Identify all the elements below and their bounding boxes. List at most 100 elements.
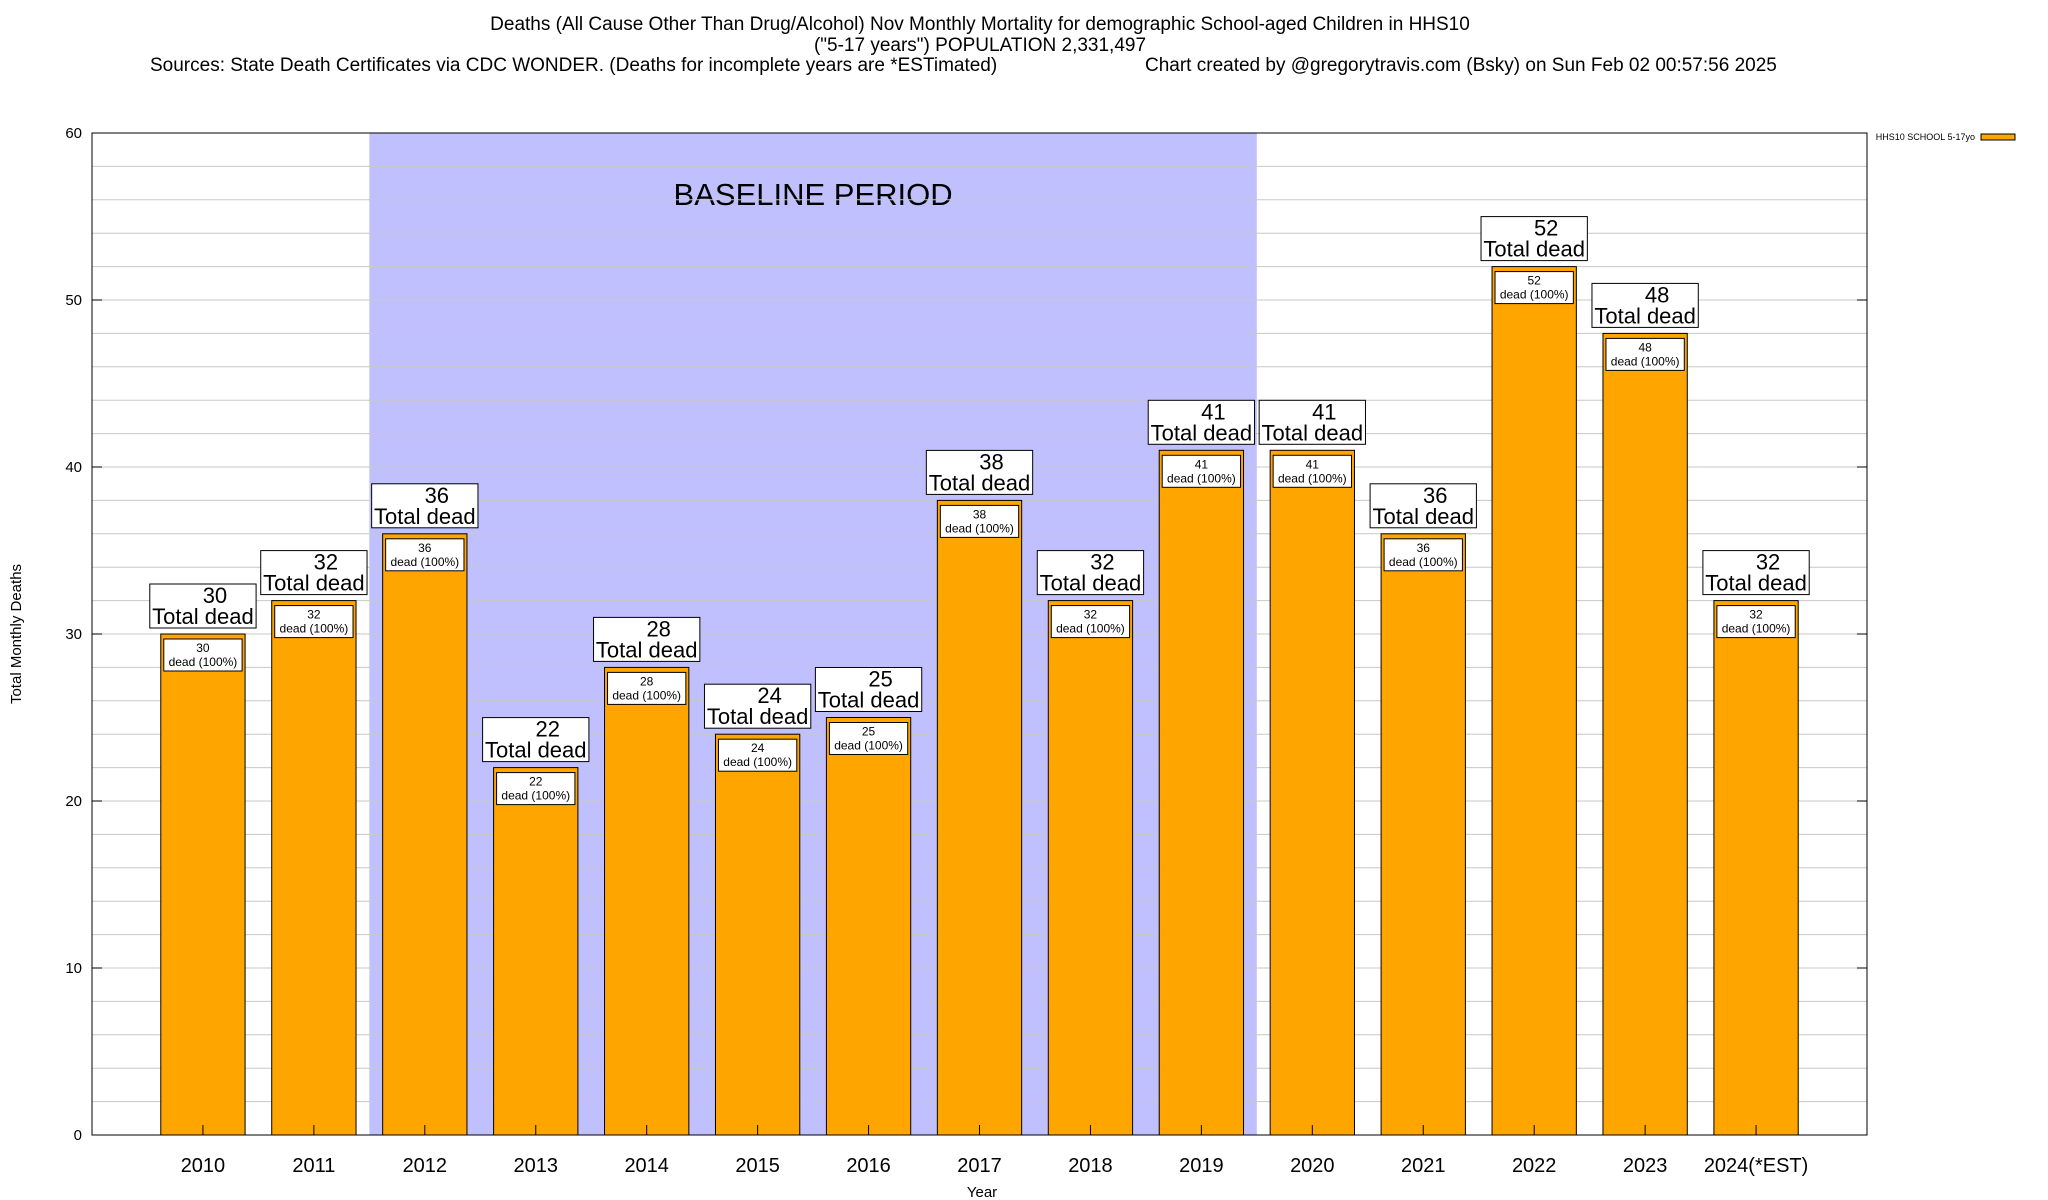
bar-total-label: Total dead (1262, 420, 1364, 445)
bar-inner-value: 30 (196, 641, 210, 655)
x-tick-label: 2018 (1068, 1155, 1113, 1177)
inner-label-box (828, 722, 909, 755)
x-tick-label: 2010 (181, 1155, 226, 1177)
inner-label-box (1272, 454, 1352, 488)
bar-total-value: 36 (425, 483, 449, 508)
inner-label-box (1605, 337, 1685, 371)
inner-label-box (607, 671, 687, 705)
bar-inner-label: dead (100%) (1278, 471, 1347, 485)
bar-total-label: Total dead (1040, 571, 1142, 596)
bar-inner-value: 36 (418, 541, 432, 555)
top-label-box (371, 483, 479, 529)
bar-total-label: Total dead (1483, 237, 1585, 262)
bar-total-label: Total dead (818, 688, 920, 713)
inner-label-box (1494, 271, 1574, 305)
top-label-box (1369, 483, 1477, 529)
bar-inner-value: 48 (1638, 340, 1652, 354)
bar-total-value: 32 (1756, 550, 1780, 575)
bar (1491, 266, 1577, 1136)
bar-total-value: 41 (1312, 399, 1336, 424)
bar-total-label: Total dead (596, 637, 698, 662)
bar (1380, 533, 1466, 1136)
top-label-box (260, 550, 368, 596)
y-tick-label: 0 (74, 1127, 82, 1144)
bar (1269, 449, 1355, 1136)
bar-inner-value: 32 (1084, 608, 1098, 622)
bar-total-label: Total dead (152, 604, 254, 629)
bar-total-value: 32 (314, 550, 338, 575)
y-tick-label: 30 (65, 626, 82, 643)
y-tick-label: 50 (65, 292, 82, 309)
top-label-box (593, 616, 701, 662)
bar (493, 767, 579, 1136)
bar-total-label: Total dead (1372, 504, 1474, 529)
bar-inner-label: dead (100%) (723, 755, 792, 769)
y-tick-label: 40 (65, 459, 82, 476)
y-tick-label: 10 (65, 960, 82, 977)
x-tick-label: 2019 (1179, 1155, 1224, 1177)
legend-swatch (1980, 133, 2016, 141)
x-tick-label: 2022 (1512, 1155, 1557, 1177)
inner-label-box (385, 538, 465, 572)
bar (1713, 600, 1799, 1136)
inner-label-box (163, 638, 243, 672)
bar-total-label: Total dead (374, 504, 476, 529)
legend-entry-label: HHS10 SCHOOL 5-17yo (1876, 132, 1975, 142)
bar (825, 717, 912, 1136)
bar (936, 499, 1023, 1136)
x-tick-label: 2017 (957, 1155, 1002, 1177)
bar-inner-value: 41 (1306, 457, 1320, 471)
inner-label-box (939, 504, 1020, 538)
inner-label-box (1050, 605, 1131, 639)
top-label-box (1480, 216, 1588, 262)
top-label-box (1036, 550, 1145, 596)
bar-inner-value: 52 (1528, 274, 1542, 288)
bar-inner-label: dead (100%) (1389, 555, 1458, 569)
bar-inner-label: dead (100%) (945, 521, 1014, 535)
bar (1602, 332, 1688, 1136)
bar-total-label: Total dead (929, 470, 1031, 495)
bar-inner-label: dead (100%) (169, 655, 238, 669)
x-tick-label: 2015 (735, 1155, 780, 1177)
x-tick-label: 2011 (292, 1155, 335, 1177)
chart-subtitle: ("5-17 years") POPULATION 2,331,497 (813, 35, 1147, 56)
bar-inner-label: dead (100%) (1056, 622, 1125, 636)
top-label-box (703, 683, 812, 729)
x-tick-label: 2020 (1290, 1155, 1335, 1177)
bar-total-label: Total dead (707, 704, 809, 729)
inner-label-box (1383, 538, 1463, 572)
bar-inner-label: dead (100%) (501, 789, 570, 803)
x-tick-label: 2013 (514, 1155, 559, 1177)
top-label-box (1591, 282, 1699, 328)
top-label-box (482, 717, 590, 763)
x-tick-label: 2012 (403, 1155, 448, 1177)
baseline-label: BASELINE PERIOD (674, 177, 953, 212)
top-label-box (1258, 399, 1366, 445)
inner-label-box (1161, 454, 1242, 488)
bar-inner-label: dead (100%) (390, 555, 459, 569)
bar-inner-label: dead (100%) (612, 688, 681, 702)
bar-total-value: 32 (1090, 550, 1114, 575)
x-tick-label: 2016 (846, 1155, 891, 1177)
inner-label-box (496, 772, 576, 806)
bar-inner-value: 32 (1749, 608, 1763, 622)
bar (1158, 449, 1245, 1136)
bar-total-label: Total dead (1151, 420, 1253, 445)
bar-inner-value: 36 (1417, 541, 1431, 555)
inner-label-box (1716, 605, 1796, 639)
bar-inner-label: dead (100%) (280, 622, 349, 636)
bar-total-label: Total dead (263, 571, 365, 596)
top-label-box (1147, 399, 1256, 445)
bar-inner-value: 24 (751, 741, 765, 755)
bar-inner-label: dead (100%) (834, 739, 903, 753)
bar-inner-label: dead (100%) (1500, 288, 1569, 302)
top-label-box (925, 449, 1034, 495)
bar-total-value: 41 (1201, 399, 1225, 424)
chart-credit: Chart created by @gregorytravis.com (Bsk… (1145, 55, 1777, 76)
bar (714, 733, 801, 1136)
x-tick-label: 2014 (624, 1155, 669, 1177)
bar-total-value: 25 (868, 667, 892, 692)
bar (382, 533, 468, 1136)
bar-inner-value: 38 (973, 507, 987, 521)
